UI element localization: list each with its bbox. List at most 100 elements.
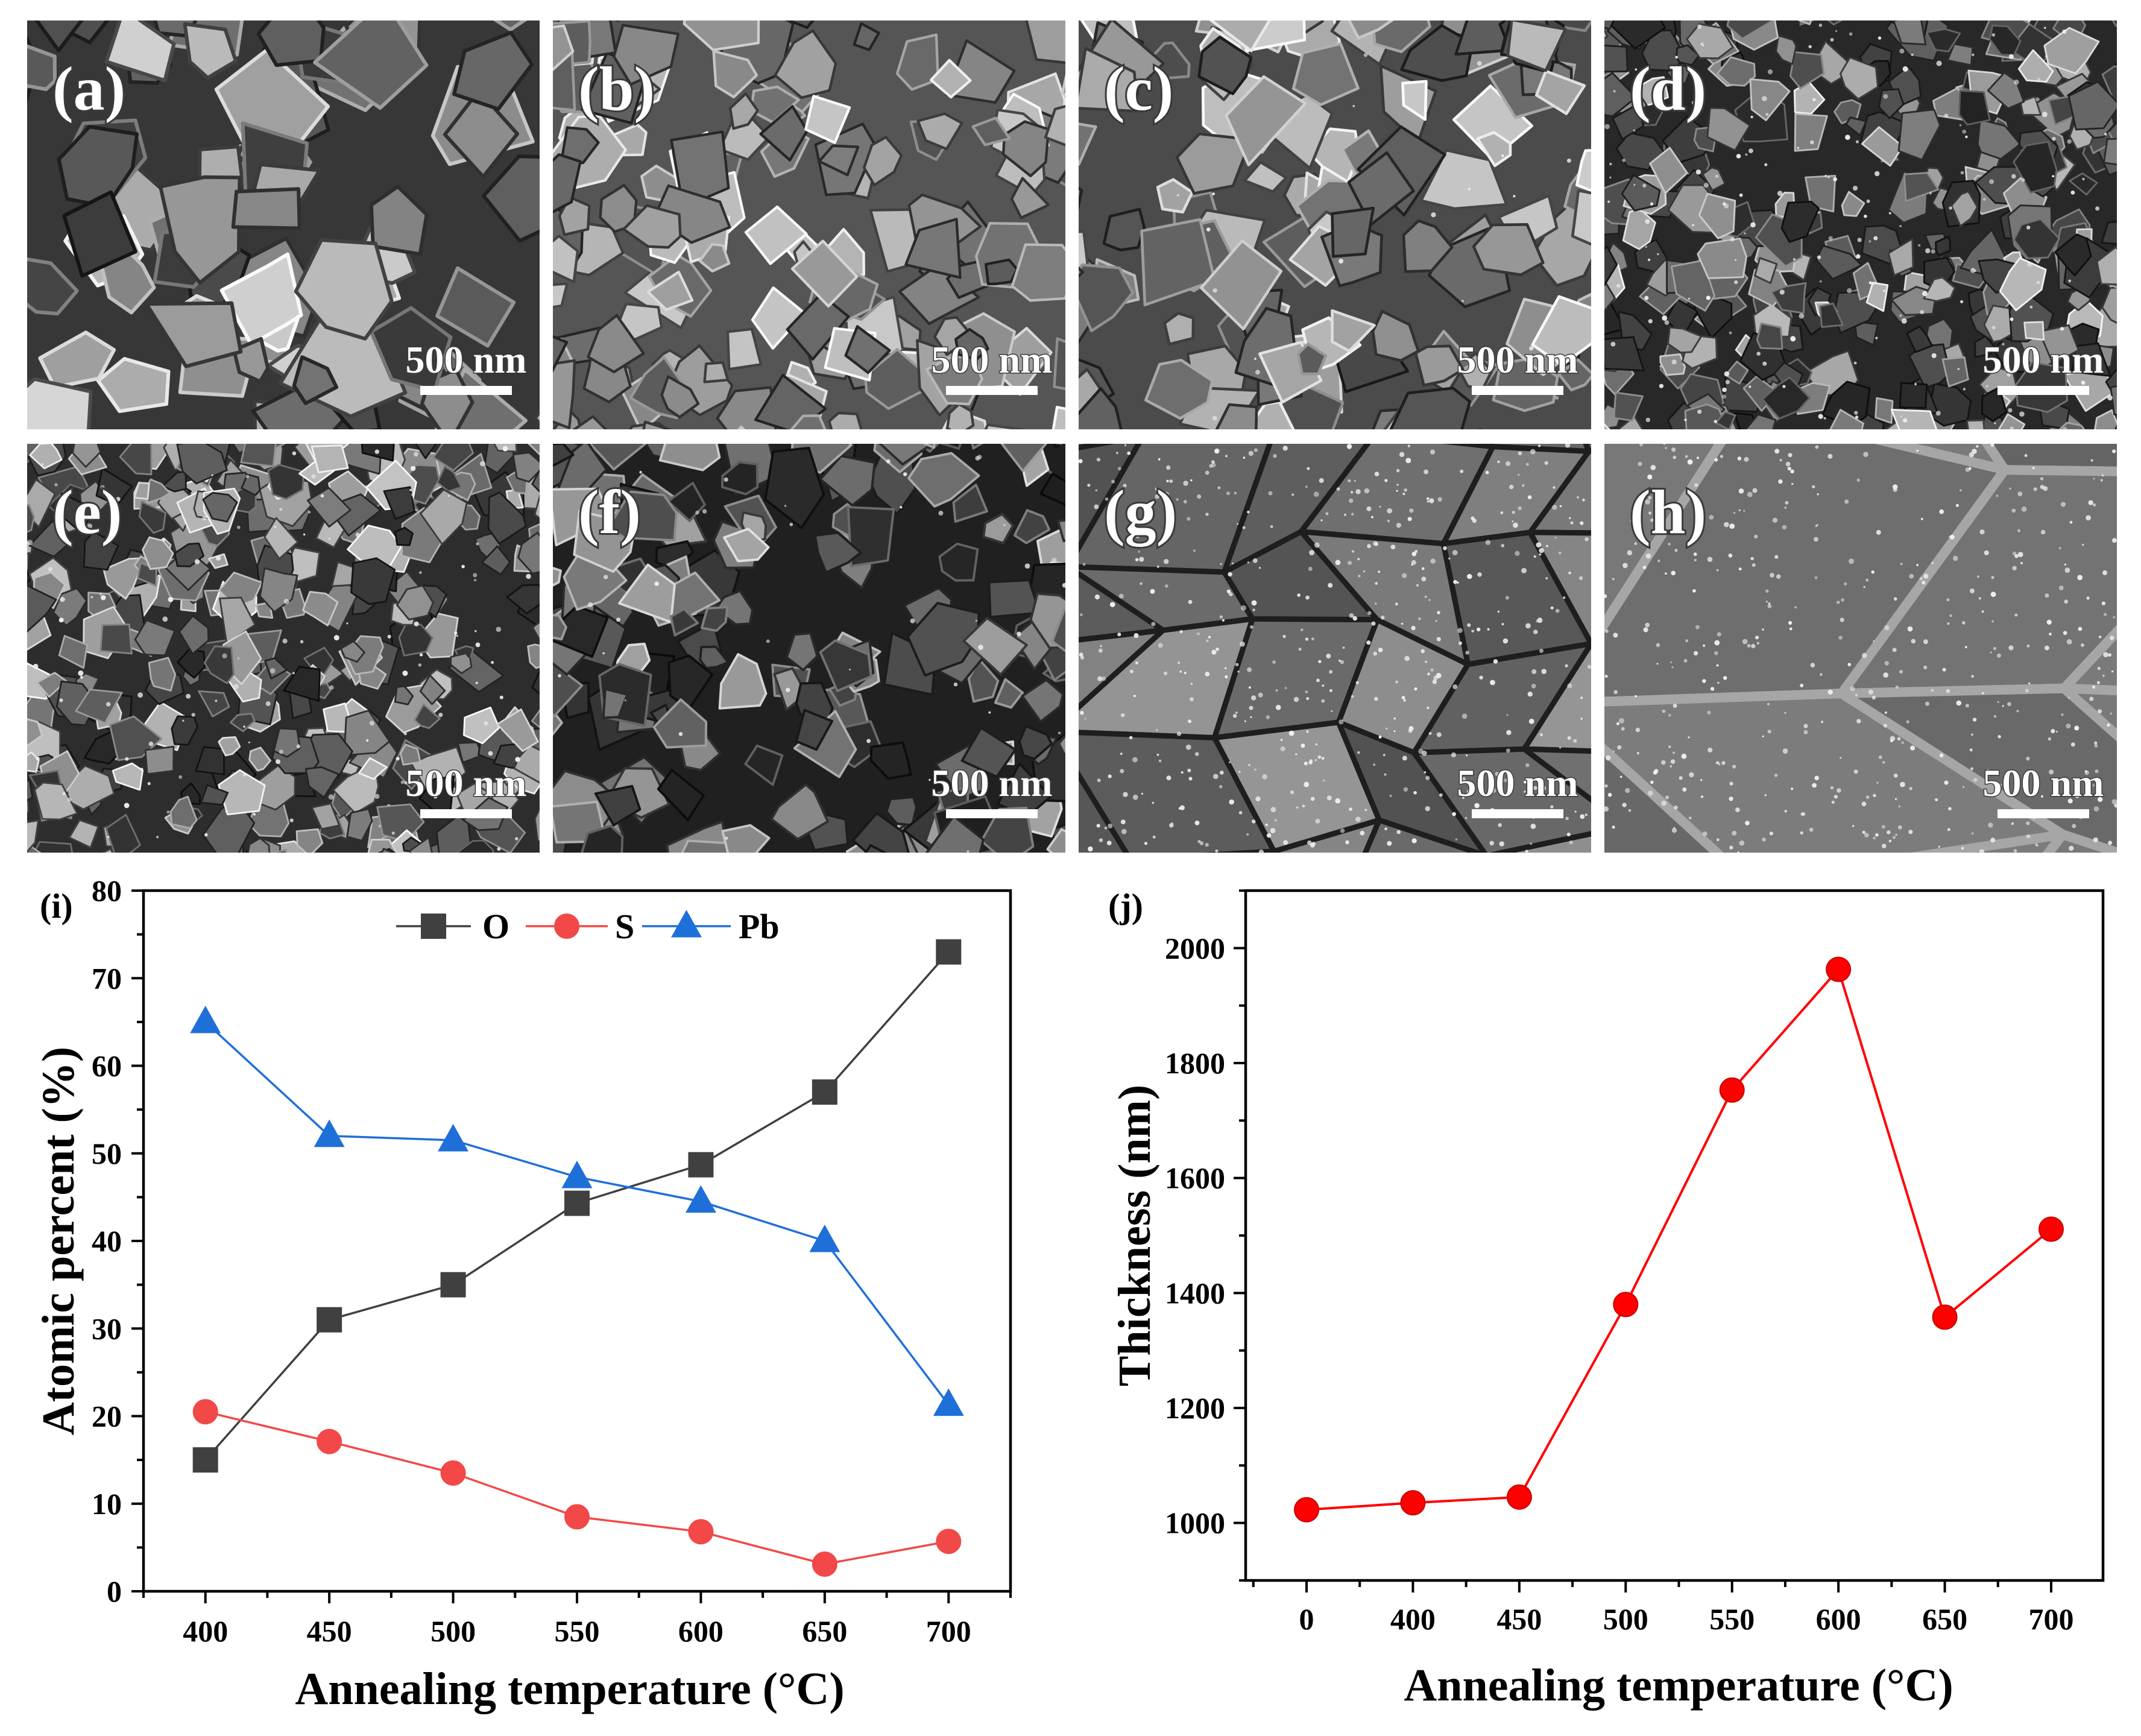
sem-particle: [1552, 505, 1557, 510]
sem-grain: [2103, 137, 2117, 166]
data-point: [317, 1307, 342, 1333]
sem-particle: [1847, 663, 1852, 666]
sem-particle: [1580, 718, 1583, 720]
sem-particle: [1425, 775, 1430, 780]
sem-grain: [1371, 309, 1420, 362]
sem-particle: [2026, 756, 2030, 761]
sem-particle: [1506, 730, 1512, 735]
sem-grain: [1840, 56, 1879, 100]
sem-particle: [1108, 823, 1113, 829]
sem-particle: [1258, 849, 1264, 853]
sem-particle: [1607, 200, 1610, 203]
sem-particle: [1812, 485, 1815, 488]
sem-particle: [1477, 61, 1482, 66]
y-tick-label: 20: [92, 1400, 122, 1433]
sem-particle: [355, 532, 361, 537]
sem-particle: [1647, 258, 1651, 262]
sem-particle: [1683, 658, 1688, 663]
sem-grain: [1890, 408, 1938, 429]
sem-grain: [1156, 178, 1194, 214]
chart-panel-label: (i): [40, 886, 73, 926]
sem-particle: [476, 542, 479, 546]
sem-particle: [1899, 314, 1902, 317]
sem-particle: [1895, 685, 1899, 689]
sem-grain: [531, 620, 540, 642]
sem-particle: [1720, 455, 1723, 458]
sem-particle: [1430, 668, 1434, 672]
sem-particle: [1455, 838, 1458, 841]
sem-particle: [1396, 523, 1401, 528]
sem-particle: [1165, 584, 1168, 588]
sem-particle: [2098, 797, 2103, 802]
sem-grain: [916, 112, 963, 151]
sem-particle: [488, 751, 493, 756]
sem-particle: [1305, 637, 1309, 641]
sem-grain: [133, 482, 150, 500]
sem-particle: [1901, 318, 1907, 324]
sem-particle: [1315, 743, 1318, 746]
sem-grain: [528, 444, 540, 456]
sem-particle: [1570, 521, 1574, 525]
sem-grain: [1716, 56, 1756, 87]
sem-particle: [1834, 795, 1838, 799]
sem-grain: [1998, 413, 2026, 429]
sem-particle: [1536, 542, 1542, 548]
sem-grain: [660, 375, 700, 418]
sem-particle: [1863, 452, 1868, 457]
sem-particle: [1371, 516, 1373, 519]
sem-particle: [1095, 489, 1098, 492]
sem-particle: [1425, 660, 1428, 663]
sem-grain: [1044, 105, 1065, 147]
sem-particle: [866, 739, 871, 743]
sem-particle: [1815, 445, 1819, 449]
sem-particle: [1729, 781, 1733, 786]
sem-particle: [438, 713, 443, 718]
sem-particle: [1665, 572, 1667, 575]
sem-particle: [1750, 222, 1756, 228]
sem-panel-label: (h): [1630, 478, 1706, 547]
sem-particle: [1714, 651, 1718, 655]
sem-grain: [343, 709, 391, 756]
series-line-thickness: [1306, 968, 2052, 1511]
sem-particle: [1833, 177, 1837, 181]
sem-particle: [1485, 540, 1491, 545]
sem-particle: [1208, 636, 1211, 639]
sem-grain: [1756, 322, 1783, 350]
sem-grain: [218, 736, 241, 757]
sem-particle: [1981, 610, 1984, 613]
sem-particle: [1176, 194, 1179, 197]
sem-grain: [1058, 734, 1065, 759]
sem-grain: [602, 687, 629, 719]
sem-particle: [1164, 491, 1170, 497]
sem-particle: [1767, 604, 1772, 608]
sem-particle: [2093, 478, 2095, 480]
sem-particle: [1837, 601, 1840, 604]
sem-particle: [1890, 736, 1896, 742]
sem-particle: [1756, 642, 1759, 645]
sem-particle: [1884, 625, 1890, 631]
sem-particle: [1923, 665, 1928, 669]
sem-particle: [1573, 739, 1577, 743]
sem-grain: [1686, 23, 1734, 60]
sem-particle: [1931, 689, 1934, 692]
sem-particle: [1774, 774, 1778, 777]
sem-particle: [1017, 631, 1021, 637]
sem-particle: [2040, 529, 2046, 535]
sem-grain: [985, 258, 1019, 286]
sem-grain: [938, 542, 979, 582]
sem-grain: [27, 584, 57, 633]
sem-particle: [1812, 98, 1816, 101]
sem-particle: [1467, 573, 1472, 579]
scale-bar: [946, 386, 1038, 395]
sem-particle: [1461, 713, 1468, 719]
sem-particle: [1962, 621, 1966, 625]
sem-particle: [1645, 219, 1650, 224]
sem-particle: [2066, 639, 2072, 645]
sem-particle: [1404, 655, 1410, 661]
sem-grain: [101, 848, 114, 853]
sem-particle: [414, 621, 419, 627]
sem-particle: [1737, 851, 1739, 853]
sem-grain: [176, 444, 228, 485]
sem-particle: [1668, 745, 1671, 748]
sem-grain: [862, 136, 903, 187]
